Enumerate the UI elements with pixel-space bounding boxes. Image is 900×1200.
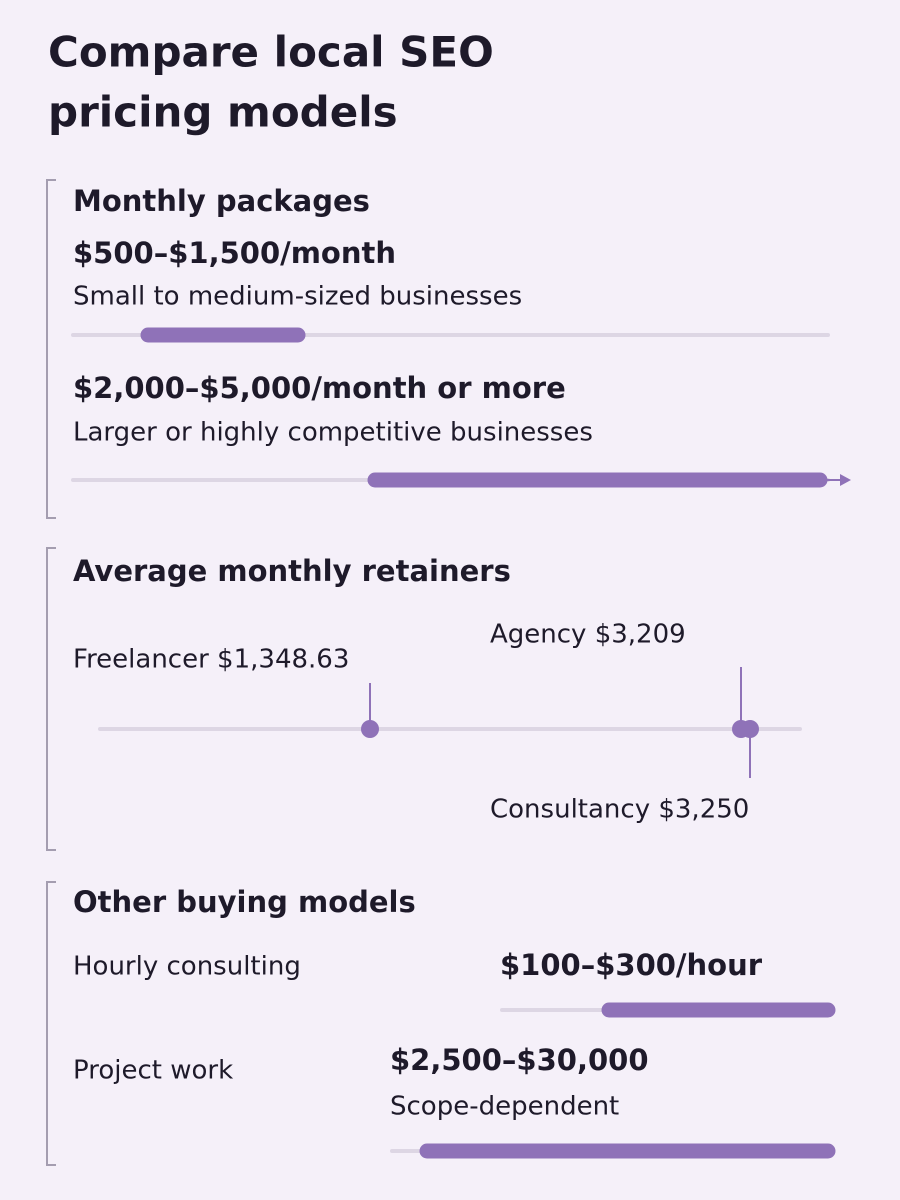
bracket (46, 881, 56, 1166)
point (741, 720, 759, 738)
section-title: Monthly packages (73, 184, 370, 218)
price: $500–$1,500/month (73, 236, 396, 270)
bracket (46, 547, 56, 851)
point-label: Agency $3,209 (490, 620, 686, 650)
bracket (46, 179, 56, 519)
description: Small to medium-sized businesses (73, 282, 522, 312)
row-label: Hourly consulting (73, 952, 301, 982)
section-title: Other buying models (73, 885, 416, 919)
section-title: Average monthly retainers (73, 554, 511, 588)
point-label: Freelancer $1,348.63 (73, 645, 349, 675)
description: Scope-dependent (390, 1092, 619, 1122)
title: pricing models (48, 88, 398, 137)
point (361, 720, 379, 738)
description: Larger or highly competitive businesses (73, 418, 593, 448)
title: Compare local SEO (48, 28, 494, 77)
point-label: Consultancy $3,250 (490, 795, 749, 825)
price: $2,000–$5,000/month or more (73, 371, 566, 405)
price: $100–$300/hour (500, 948, 763, 982)
row-label: Project work (73, 1056, 233, 1086)
arrow-head (840, 474, 851, 486)
price: $2,500–$30,000 (390, 1043, 649, 1077)
